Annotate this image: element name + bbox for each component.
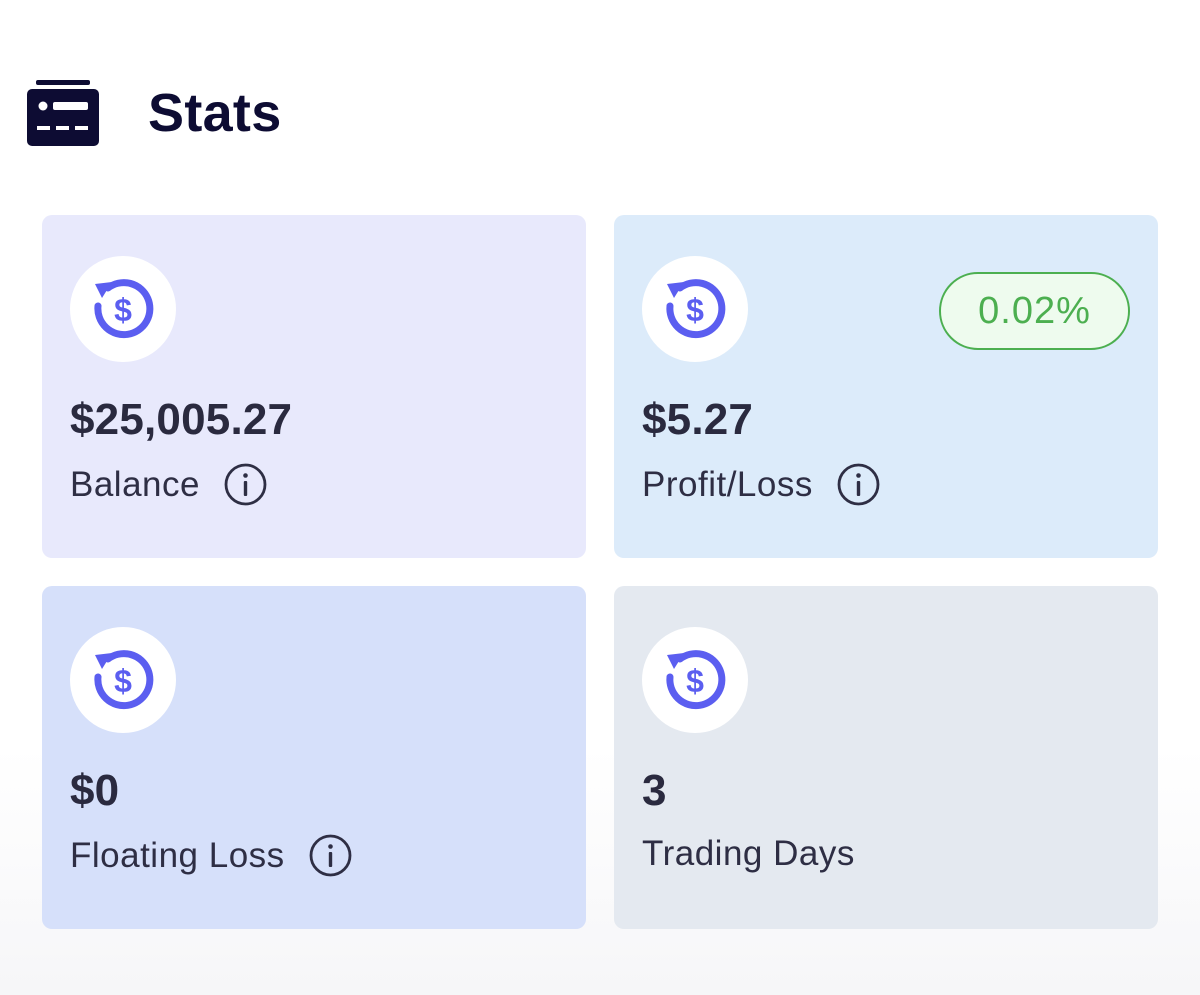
trading-days-label-row: Trading Days <box>642 834 855 874</box>
page-title: Stats <box>148 83 282 143</box>
floating-loss-card: $ $0 Floating Loss <box>42 586 586 929</box>
profit-loss-card: $ 0.02% $5.27 Profit/Loss <box>614 215 1158 558</box>
balance-label: Balance <box>70 464 200 504</box>
trading-days-value: 3 <box>642 766 667 815</box>
dollar-refresh-icon: $ <box>70 627 176 733</box>
floating-loss-label-row: Floating Loss <box>70 834 352 877</box>
info-icon[interactable] <box>224 463 267 506</box>
balance-label-row: Balance <box>70 463 267 506</box>
svg-text:$: $ <box>686 663 704 699</box>
profit-loss-label: Profit/Loss <box>642 464 813 504</box>
trading-days-label: Trading Days <box>642 834 855 873</box>
dollar-refresh-icon: $ <box>642 627 748 733</box>
info-icon[interactable] <box>837 463 880 506</box>
profit-loss-label-row: Profit/Loss <box>642 463 880 506</box>
balance-card: $ $25,005.27 Balance <box>42 215 586 558</box>
info-icon[interactable] <box>309 834 352 877</box>
trading-days-card: $ 3 Trading Days <box>614 586 1158 929</box>
floating-loss-label: Floating Loss <box>70 835 285 875</box>
svg-text:$: $ <box>114 663 132 699</box>
dollar-refresh-icon: $ <box>642 256 748 362</box>
percent-change-badge: 0.02% <box>939 272 1130 350</box>
stats-card-icon <box>27 80 99 146</box>
svg-text:$: $ <box>686 292 704 328</box>
dollar-refresh-icon: $ <box>70 256 176 362</box>
stats-header: Stats <box>27 80 282 146</box>
svg-text:$: $ <box>114 292 132 328</box>
floating-loss-value: $0 <box>70 766 120 815</box>
balance-value: $25,005.27 <box>70 395 293 444</box>
profit-loss-value: $5.27 <box>642 395 754 444</box>
